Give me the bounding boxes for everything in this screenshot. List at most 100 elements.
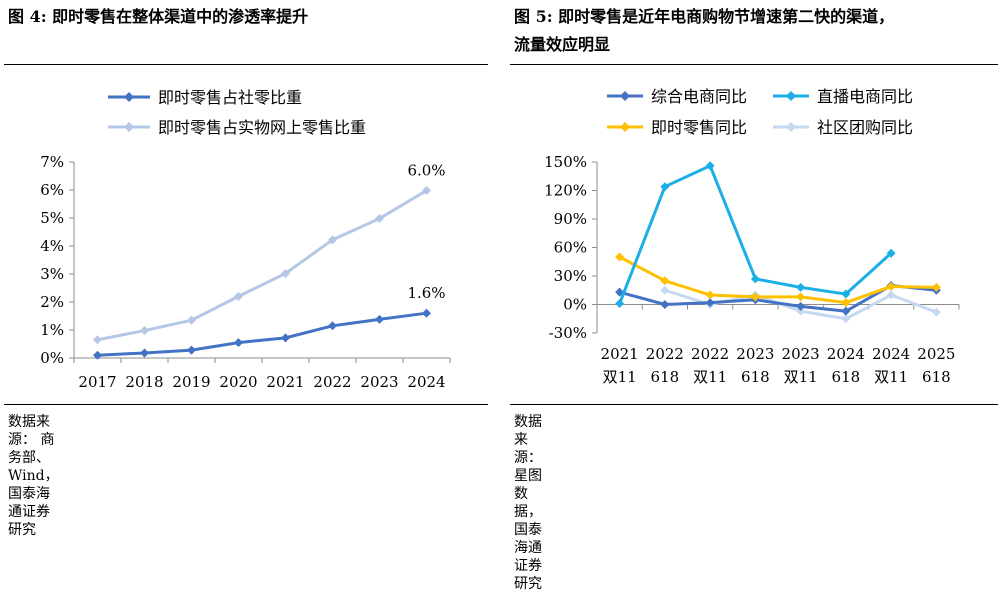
x-tick-label-year: 2022	[646, 345, 684, 363]
left-bottom-rule	[4, 404, 488, 405]
legend-marker	[620, 122, 630, 132]
data-point	[841, 306, 851, 316]
data-point	[281, 268, 290, 278]
data-point	[187, 345, 196, 355]
x-tick-label-year: 2023	[736, 345, 774, 363]
data-point	[660, 276, 670, 286]
x-tick-label: 2023	[360, 373, 398, 391]
data-point	[140, 326, 149, 336]
x-tick-label-event: 618	[741, 368, 770, 386]
data-point	[422, 186, 431, 196]
y-tick-label: 2%	[40, 293, 64, 311]
y-tick-label: 30%	[554, 267, 587, 285]
series-line-1	[97, 311, 427, 357]
y-tick-label: -30%	[549, 324, 587, 342]
x-tick-label-event: 双11	[693, 368, 727, 386]
data-point	[328, 235, 337, 245]
data-point	[841, 289, 851, 299]
legend-marker	[124, 92, 134, 102]
data-point	[841, 298, 851, 308]
x-tick-label-event: 双11	[603, 368, 637, 386]
right-chart: -30% 0% 30% 60% 90% 120% 150% 2021 双11 2022 618 202…	[544, 87, 960, 386]
x-tick-label: 2019	[172, 373, 210, 391]
x-tick-label-year: 2021	[601, 345, 639, 363]
y-tick-label: 6%	[40, 181, 64, 199]
legend-label: 即时零售同比	[651, 118, 747, 137]
x-tick-label-year: 2024	[827, 345, 865, 363]
legend-label: 社区团购同比	[817, 118, 913, 137]
data-point	[886, 290, 896, 300]
data-point	[841, 314, 851, 324]
legend-marker	[786, 122, 796, 132]
data-point	[796, 292, 806, 302]
x-tick-label: 2020	[219, 373, 257, 391]
right-source-note: 数据来源： 星图数据，国泰海通证券研究	[514, 414, 542, 592]
y-tick-label: 1%	[40, 321, 64, 339]
data-point	[93, 350, 102, 360]
series-line-3	[618, 255, 937, 305]
legend-label: 综合电商同比	[651, 87, 747, 106]
data-point	[660, 182, 670, 192]
data-point	[660, 300, 670, 309]
data-point	[93, 335, 102, 345]
data-point	[234, 291, 243, 301]
y-tick-label: 0%	[563, 296, 587, 314]
data-label: 1.6%	[407, 284, 445, 302]
x-tick-label-event: 双11	[874, 368, 908, 386]
x-tick-label-event: 618	[651, 368, 680, 386]
data-point	[886, 281, 896, 291]
y-tick-label: 60%	[554, 239, 587, 257]
data-point	[796, 301, 806, 311]
left-top-rule	[4, 64, 488, 65]
y-tick-label: 90%	[554, 210, 587, 228]
data-point	[422, 308, 431, 318]
y-tick-label: 0%	[40, 349, 64, 367]
y-tick-label: 4%	[40, 237, 64, 255]
data-point	[705, 290, 715, 300]
data-point	[931, 282, 941, 292]
data-point	[615, 252, 625, 262]
x-tick-label-event: 618	[832, 368, 861, 386]
x-tick-label-event: 618	[922, 368, 951, 386]
data-point	[796, 282, 806, 292]
x-tick-label: 2022	[313, 373, 351, 391]
data-point	[234, 338, 243, 348]
x-tick-label-event: 双11	[784, 368, 818, 386]
y-tick-label: 150%	[544, 153, 587, 171]
data-point	[705, 161, 715, 171]
data-point	[660, 285, 670, 295]
data-point	[615, 299, 625, 309]
x-tick-label: 2024	[407, 373, 445, 391]
x-tick-label: 2018	[125, 373, 163, 391]
legend-marker	[620, 91, 630, 101]
x-tick-label: 2017	[78, 373, 116, 391]
right-bottom-rule	[510, 404, 998, 405]
legend-label: 直播电商同比	[817, 87, 913, 106]
data-point	[328, 321, 337, 331]
legend-marker	[124, 122, 134, 132]
left-figure-title: 图 4: 即时零售在整体渠道中的渗透率提升	[8, 7, 309, 26]
x-tick-label: 2021	[266, 373, 304, 391]
right-figure-title-line2: 流量效应明显	[514, 35, 611, 54]
right-figure-title-line1: 图 5: 即时零售是近年电商购物节增速第二快的渠道，	[514, 7, 895, 26]
y-tick-label: 5%	[40, 209, 64, 227]
x-tick-label-year: 2022	[691, 345, 729, 363]
legend-label: 即时零售占实物网上零售比重	[158, 118, 366, 137]
data-point	[705, 298, 715, 308]
x-tick-label-year: 2024	[872, 345, 910, 363]
legend-marker	[786, 91, 796, 101]
data-point	[281, 333, 290, 343]
data-point	[750, 274, 760, 284]
y-tick-label: 3%	[40, 265, 64, 283]
series-line-2	[97, 189, 428, 342]
y-tick-label: 7%	[40, 153, 64, 171]
data-point	[140, 348, 149, 358]
data-point	[375, 314, 384, 324]
data-point	[187, 315, 196, 325]
legend-label: 即时零售占社零比重	[158, 88, 302, 107]
y-tick-label: 120%	[544, 182, 587, 200]
data-point	[931, 307, 941, 317]
left-chart: 0% 1% 2% 3% 4% 5% 6% 7% 2017 2018 2019 2020 2021 2022…	[40, 88, 451, 391]
left-source-note: 数据来源： 商务部、Wind，国泰海通证券研究	[8, 414, 59, 538]
right-top-rule	[510, 64, 998, 65]
